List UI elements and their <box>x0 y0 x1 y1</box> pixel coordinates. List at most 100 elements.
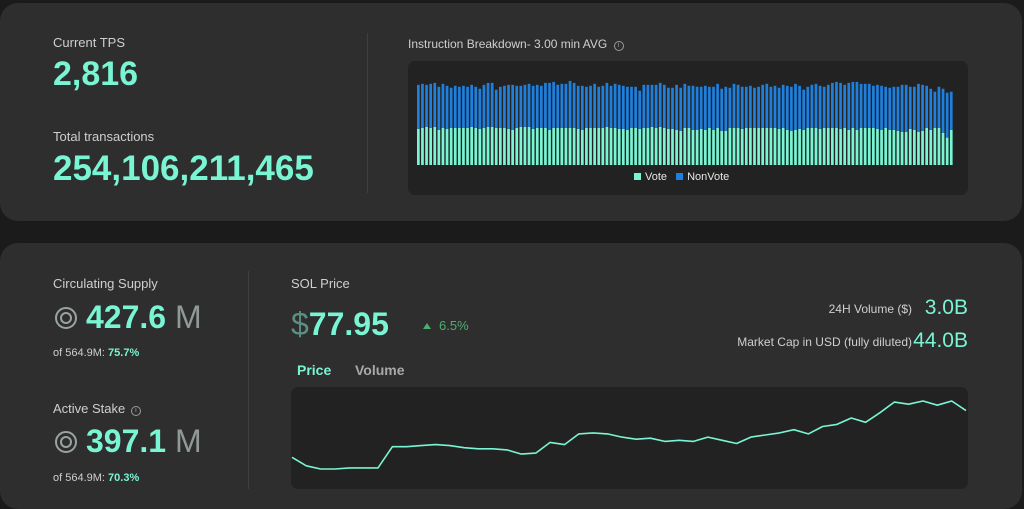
bar-vote[interactable] <box>847 129 851 165</box>
bar-nonvote[interactable] <box>646 84 650 128</box>
bar-vote[interactable] <box>613 127 617 165</box>
bar-nonvote[interactable] <box>453 85 457 128</box>
bar-nonvote[interactable] <box>913 86 916 130</box>
bar-nonvote[interactable] <box>617 84 621 129</box>
bar-nonvote[interactable] <box>802 89 806 130</box>
bar-vote[interactable] <box>462 127 465 165</box>
bar-nonvote[interactable] <box>683 83 687 128</box>
bar-vote[interactable] <box>490 126 494 165</box>
bar-nonvote[interactable] <box>630 86 633 128</box>
bar-nonvote[interactable] <box>818 85 822 129</box>
bar-nonvote[interactable] <box>736 84 740 128</box>
bar-vote[interactable] <box>494 127 498 165</box>
bar-vote[interactable] <box>544 127 547 165</box>
bar-vote[interactable] <box>740 128 744 165</box>
bar-vote[interactable] <box>699 128 703 165</box>
bar-nonvote[interactable] <box>638 90 642 129</box>
bar-vote[interactable] <box>945 137 949 165</box>
bar-nonvote[interactable] <box>417 84 420 129</box>
bar-vote[interactable] <box>593 127 596 165</box>
bar-nonvote[interactable] <box>552 81 555 128</box>
bar-nonvote[interactable] <box>478 88 482 129</box>
bar-vote[interactable] <box>720 130 724 165</box>
bar-nonvote[interactable] <box>892 86 896 130</box>
bar-vote[interactable] <box>695 129 699 165</box>
bar-nonvote[interactable] <box>826 84 830 128</box>
bar-vote[interactable] <box>552 127 555 165</box>
bar-nonvote[interactable] <box>548 82 551 130</box>
bar-nonvote[interactable] <box>790 86 793 131</box>
bar-nonvote[interactable] <box>728 87 732 128</box>
bar-nonvote[interactable] <box>466 86 469 128</box>
bar-nonvote[interactable] <box>712 86 715 130</box>
bar-vote[interactable] <box>421 127 424 165</box>
bar-nonvote[interactable] <box>675 84 678 130</box>
bar-nonvote[interactable] <box>585 86 588 128</box>
bar-vote[interactable] <box>728 127 732 165</box>
bar-nonvote[interactable] <box>859 83 863 128</box>
bar-nonvote[interactable] <box>749 85 752 128</box>
bar-nonvote[interactable] <box>462 85 465 128</box>
bar-vote[interactable] <box>560 127 564 165</box>
bar-nonvote[interactable] <box>847 82 851 130</box>
bar-vote[interactable] <box>433 126 437 165</box>
bar-nonvote[interactable] <box>929 88 933 130</box>
bar-nonvote[interactable] <box>876 84 879 129</box>
bar-nonvote[interactable] <box>486 82 490 127</box>
bar-nonvote[interactable] <box>671 87 674 129</box>
bar-vote[interactable] <box>511 129 514 165</box>
bar-nonvote[interactable] <box>949 91 953 130</box>
bar-nonvote[interactable] <box>425 84 428 127</box>
bar-vote[interactable] <box>638 128 642 165</box>
legend-label-vote[interactable]: Vote <box>645 171 668 183</box>
bar-vote[interactable] <box>478 128 482 165</box>
bar-vote[interactable] <box>429 127 433 165</box>
bar-vote[interactable] <box>913 129 916 165</box>
bar-nonvote[interactable] <box>822 86 826 128</box>
bar-nonvote[interactable] <box>925 85 929 128</box>
bar-vote[interactable] <box>630 127 633 165</box>
bar-nonvote[interactable] <box>798 85 801 129</box>
info-icon[interactable]: i <box>130 406 141 416</box>
bar-nonvote[interactable] <box>494 89 498 128</box>
bar-nonvote[interactable] <box>433 82 437 127</box>
bar-nonvote[interactable] <box>781 84 785 128</box>
bar-nonvote[interactable] <box>937 86 941 128</box>
bar-nonvote[interactable] <box>679 87 683 131</box>
bar-vote[interactable] <box>826 127 830 165</box>
bar-nonvote[interactable] <box>831 82 834 128</box>
bar-vote[interactable] <box>822 127 826 165</box>
bar-vote[interactable] <box>917 131 920 165</box>
bar-vote[interactable] <box>679 130 683 165</box>
bar-vote[interactable] <box>626 129 629 165</box>
bar-nonvote[interactable] <box>716 83 719 128</box>
bar-nonvote[interactable] <box>908 86 912 129</box>
bar-vote[interactable] <box>539 127 543 165</box>
bar-vote[interactable] <box>941 132 945 165</box>
bar-vote[interactable] <box>900 131 904 165</box>
bar-nonvote[interactable] <box>703 85 707 130</box>
tab-price[interactable]: Price <box>297 362 332 378</box>
bar-vote[interactable] <box>872 127 875 165</box>
bar-nonvote[interactable] <box>769 86 773 128</box>
bar-nonvote[interactable] <box>851 81 855 128</box>
bar-nonvote[interactable] <box>757 86 760 128</box>
bar-nonvote[interactable] <box>474 86 478 128</box>
bar-nonvote[interactable] <box>855 81 859 130</box>
bar-vote[interactable] <box>814 127 818 165</box>
bar-vote[interactable] <box>855 129 859 165</box>
bar-vote[interactable] <box>863 127 867 165</box>
bar-nonvote[interactable] <box>691 85 695 130</box>
bar-vote[interactable] <box>802 129 806 165</box>
bar-vote[interactable] <box>589 127 592 165</box>
bar-vote[interactable] <box>457 127 461 165</box>
bar-vote[interactable] <box>761 127 765 165</box>
bar-nonvote[interactable] <box>634 86 637 128</box>
bar-vote[interactable] <box>708 127 711 165</box>
bar-vote[interactable] <box>658 126 662 165</box>
bar-vote[interactable] <box>884 127 888 165</box>
bar-nonvote[interactable] <box>482 84 486 128</box>
bar-nonvote[interactable] <box>732 83 736 128</box>
bar-vote[interactable] <box>880 129 883 165</box>
bar-vote[interactable] <box>765 127 769 165</box>
